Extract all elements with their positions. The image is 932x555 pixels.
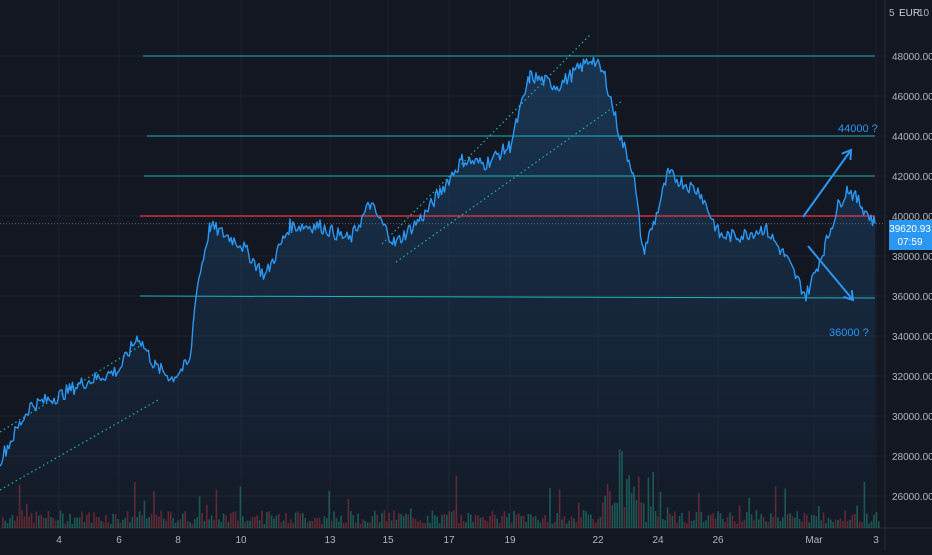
annotation-44000: 44000 ? xyxy=(838,123,878,135)
price-tick-label: 46000.00 xyxy=(892,92,932,103)
time-tick-label: 3 xyxy=(873,535,879,546)
time-axis[interactable]: 4 6 8 10 13 15 17 19 22 24 26 Mar 3 xyxy=(56,535,879,546)
arrow-head xyxy=(843,289,855,302)
time-tick-label: 24 xyxy=(652,535,664,546)
time-tick-label: 4 xyxy=(56,535,62,546)
last-price-tag xyxy=(889,220,932,250)
price-tick-label: 36000.00 xyxy=(892,292,932,303)
price-tick-label: 32000.00 xyxy=(892,372,932,383)
volume-bar xyxy=(875,512,878,528)
arrow-shaft xyxy=(807,245,854,301)
time-tick-label: 15 xyxy=(382,535,394,546)
price-tick-label: 40000.00 xyxy=(892,212,932,223)
annotations: 44000 ? 36000 ? xyxy=(802,123,878,339)
price-axis[interactable]: 48000.00 46000.00 44000.00 42000.00 40000.00… xyxy=(892,52,932,503)
time-tick-label: Mar xyxy=(805,535,823,546)
last-price-value: 39620.93 xyxy=(889,224,931,235)
scale-suffix[interactable]: 10 xyxy=(918,8,930,19)
scale-label[interactable]: 5 xyxy=(889,8,895,19)
currency-label[interactable]: EUR xyxy=(899,8,920,19)
time-tick-label: 10 xyxy=(235,535,247,546)
price-tick-label: 44000.00 xyxy=(892,132,932,143)
time-tick-label: 19 xyxy=(504,535,516,546)
price-line xyxy=(0,56,876,467)
time-tick-label: 17 xyxy=(443,535,455,546)
time-tick-label: 26 xyxy=(712,535,724,546)
time-tick-label: 13 xyxy=(324,535,336,546)
horizontal-levels xyxy=(0,55,885,299)
time-tick-label: 8 xyxy=(175,535,181,546)
time-tick-label: 22 xyxy=(592,535,604,546)
arrow-head xyxy=(841,148,853,161)
volume-bar xyxy=(878,521,880,528)
level-line xyxy=(139,295,876,299)
price-area-layer xyxy=(0,57,875,529)
price-tick-label: 30000.00 xyxy=(892,412,932,423)
price-line-layer xyxy=(0,56,876,467)
price-tick-label: 38000.00 xyxy=(892,252,932,263)
price-tick-label: 28000.00 xyxy=(892,452,932,463)
price-tick-label: 48000.00 xyxy=(892,52,932,63)
trend-channel-line xyxy=(0,399,159,491)
trend-channel-line xyxy=(395,100,623,263)
price-area xyxy=(0,57,875,529)
time-tick-label: 6 xyxy=(116,535,122,546)
arrow-shaft xyxy=(802,149,852,218)
annotation-36000: 36000 ? xyxy=(829,327,869,339)
price-tick-label: 42000.00 xyxy=(892,172,932,183)
price-tick-label: 34000.00 xyxy=(892,332,932,343)
price-tick-label: 26000.00 xyxy=(892,492,932,503)
countdown-timer: 07:59 xyxy=(897,237,922,248)
